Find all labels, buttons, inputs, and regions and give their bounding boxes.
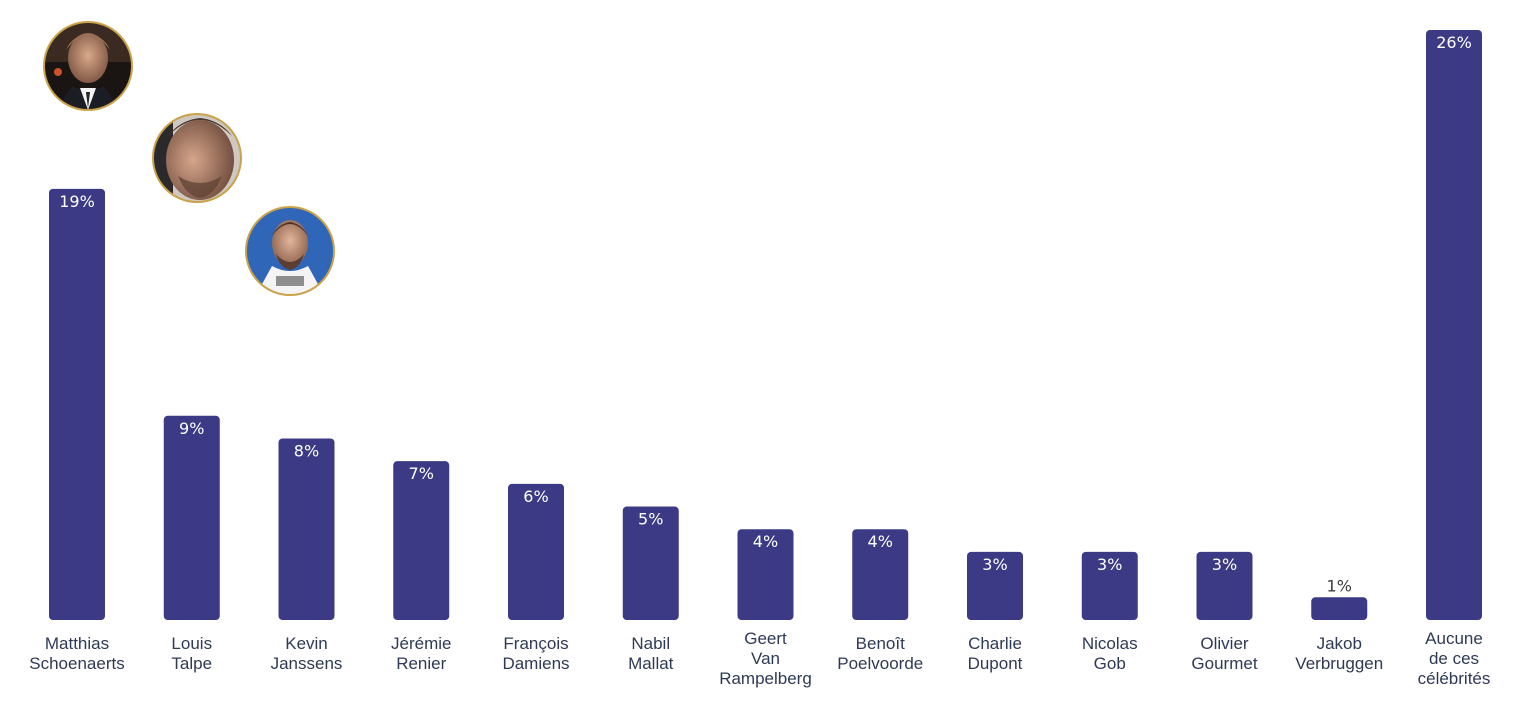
value-label-4: 6% [523,487,548,506]
category-label-5: Nabil Mallat [628,634,674,673]
category-label-line: Kevin [285,634,328,653]
value-label-0: 19% [59,192,95,211]
category-label-line: célébrités [1418,669,1491,688]
category-label-7: Benoît Poelvoorde [837,634,923,673]
bar-9 [1081,551,1138,620]
portrait-photo-1 [43,21,133,111]
category-label-line: Geert [744,629,787,648]
bar-5 [622,506,679,620]
category-label-line: Renier [396,654,446,673]
value-label-6: 4% [753,532,778,551]
category-label-line: François [503,634,568,653]
category-labels-group: Matthias Schoenaerts Louis Talpe Kevin Jansse… [29,629,1490,688]
bar-0 [49,188,105,620]
category-label-line: Rampelberg [719,669,812,688]
value-labels-group: 19% 9% 8% 7% 6% 5% 4% 4% 3% 3% 3% 1% 26% [59,33,1472,595]
category-label-line: Schoenaerts [29,654,124,673]
category-label-line: Mallat [628,654,674,673]
category-label-line: Jérémie [391,634,451,653]
category-label-line: Poelvoorde [837,654,923,673]
category-label-2: Kevin Janssens [271,634,343,673]
category-label-0: Matthias Schoenaerts [29,634,124,673]
bar-3 [393,461,450,620]
bars-group [49,30,1482,620]
bar-10 [1196,551,1253,620]
category-label-line: Janssens [271,654,343,673]
category-label-11: Jakob Verbruggen [1295,634,1383,673]
bar-12 [1426,30,1482,620]
category-label-9: Nicolas Gob [1082,634,1138,673]
category-label-line: Talpe [171,654,212,673]
value-label-7: 4% [868,532,893,551]
bar-11 [1311,597,1368,620]
category-label-6: Geert Van Rampelberg [719,629,812,688]
portrait-photo-2 [152,113,242,203]
bar-6 [737,529,794,620]
category-label-line: Gourmet [1191,654,1257,673]
bar-8 [967,551,1023,620]
category-label-10: Olivier Gourmet [1191,634,1257,673]
category-label-4: François Damiens [502,634,569,673]
category-label-line: Verbruggen [1295,654,1383,673]
category-label-line: Aucune [1425,629,1483,648]
value-label-3: 7% [409,464,434,483]
bar-1 [163,415,220,620]
category-label-line: Charlie [968,634,1022,653]
category-label-12: Aucune de ces célébrités [1418,629,1491,688]
category-label-line: Jakob [1317,634,1362,653]
category-label-line: Van [751,649,780,668]
category-label-line: Dupont [968,654,1023,673]
category-label-line: Louis [171,634,212,653]
value-label-2: 8% [294,441,319,460]
value-label-10: 3% [1212,555,1237,574]
category-label-line: Nicolas [1082,634,1138,653]
category-label-line: Benoît [856,634,905,653]
category-label-line: de ces [1429,649,1479,668]
category-label-1: Louis Talpe [171,634,212,673]
bar-2 [278,438,335,620]
bar-4 [508,483,564,620]
value-label-9: 3% [1097,555,1122,574]
value-label-8: 3% [982,555,1007,574]
value-label-11: 1% [1327,576,1352,595]
portrait-photo-3 [245,206,335,296]
value-label-12: 26% [1436,33,1472,52]
category-label-line: Gob [1094,654,1126,673]
bar-7 [852,529,909,620]
category-label-line: Damiens [502,654,569,673]
category-label-line: Matthias [45,634,109,653]
category-label-line: Nabil [631,634,670,653]
value-label-5: 5% [638,510,663,529]
category-label-8: Charlie Dupont [968,634,1023,673]
value-label-1: 9% [179,419,204,438]
category-label-3: Jérémie Renier [391,634,451,673]
category-label-line: Olivier [1200,634,1249,653]
